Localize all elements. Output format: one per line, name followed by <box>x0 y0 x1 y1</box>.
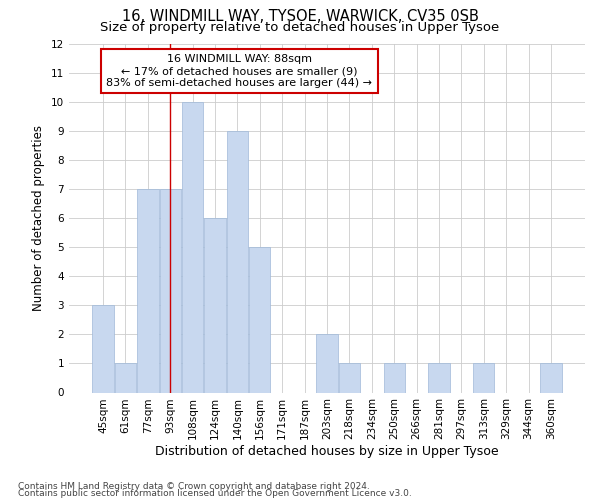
Bar <box>249 248 271 392</box>
Text: Contains public sector information licensed under the Open Government Licence v3: Contains public sector information licen… <box>18 490 412 498</box>
Text: 16, WINDMILL WAY, TYSOE, WARWICK, CV35 0SB: 16, WINDMILL WAY, TYSOE, WARWICK, CV35 0… <box>122 9 478 24</box>
X-axis label: Distribution of detached houses by size in Upper Tysoe: Distribution of detached houses by size … <box>155 445 499 458</box>
Text: Contains HM Land Registry data © Crown copyright and database right 2024.: Contains HM Land Registry data © Crown c… <box>18 482 370 491</box>
Bar <box>115 364 136 392</box>
Bar <box>137 189 158 392</box>
Y-axis label: Number of detached properties: Number of detached properties <box>32 125 46 311</box>
Bar <box>160 189 181 392</box>
Bar <box>316 334 338 392</box>
Bar <box>473 364 494 392</box>
Bar <box>339 364 360 392</box>
Bar <box>383 364 405 392</box>
Bar <box>182 102 203 393</box>
Text: 16 WINDMILL WAY: 88sqm
← 17% of detached houses are smaller (9)
83% of semi-deta: 16 WINDMILL WAY: 88sqm ← 17% of detached… <box>106 54 372 88</box>
Bar <box>205 218 226 392</box>
Text: Size of property relative to detached houses in Upper Tysoe: Size of property relative to detached ho… <box>100 21 500 34</box>
Bar <box>540 364 562 392</box>
Bar <box>428 364 449 392</box>
Bar <box>92 306 114 392</box>
Bar <box>227 131 248 392</box>
